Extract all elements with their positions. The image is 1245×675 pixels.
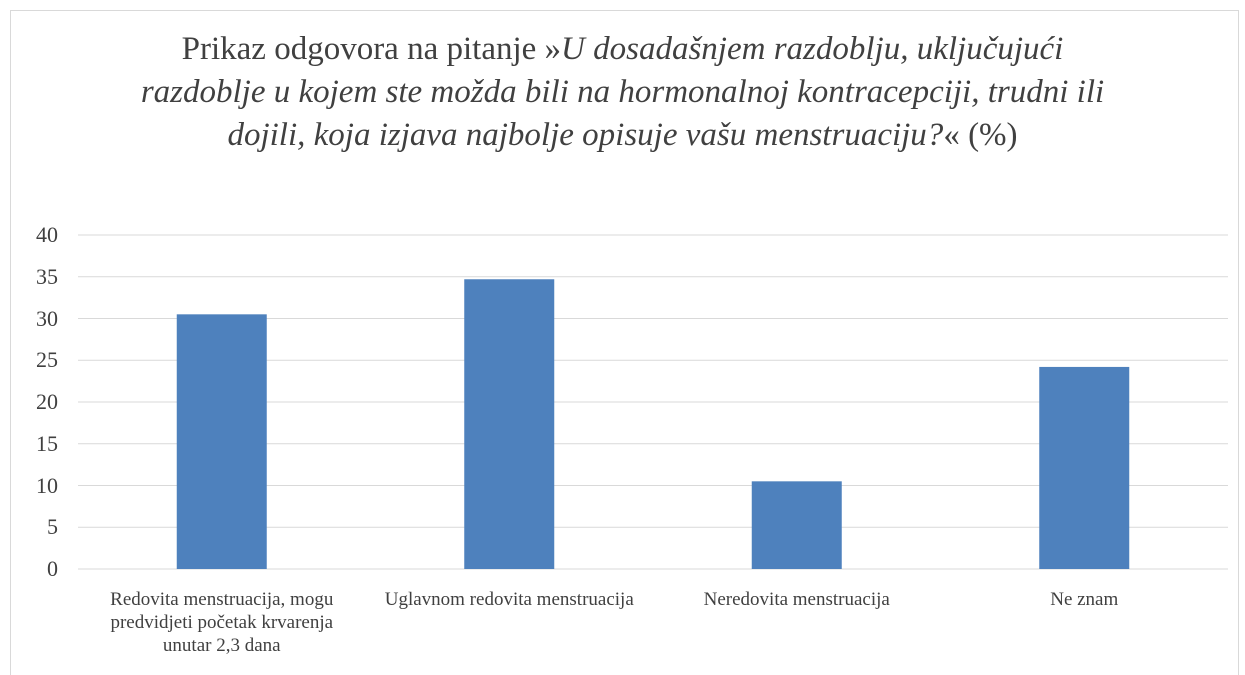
bar [464, 279, 555, 569]
y-tick-label: 40 [36, 222, 58, 247]
bar [751, 481, 842, 569]
title-part: Prikaz odgovora na pitanje » [181, 31, 562, 67]
y-tick-label: 20 [36, 389, 58, 414]
y-tick-label: 0 [47, 556, 58, 581]
y-tick-label: 25 [36, 347, 58, 373]
x-tick-label: Uglavnom redovita menstruacija [384, 589, 634, 610]
x-tick-label: Redovita menstruacija, mogu predvidjeti … [110, 589, 334, 656]
bar [1039, 366, 1130, 569]
x-tick-label: Neredovita menstruacija [703, 589, 890, 610]
y-tick-label: 30 [36, 305, 58, 331]
y-tick-label: 10 [36, 472, 58, 498]
y-tick-label: 15 [36, 430, 58, 456]
y-tick-label: 5 [47, 514, 58, 540]
bar [176, 314, 267, 569]
chart-border [10, 10, 1239, 675]
y-tick-label: 35 [36, 263, 58, 289]
title-part: « (%) [943, 117, 1018, 153]
x-tick-label: Ne znam [1050, 589, 1119, 610]
chart-title: Prikaz odgovora na pitanje »U dosadašnje… [130, 28, 1115, 157]
title-part: U dosadašnjem razdoblju, uključujući raz… [140, 31, 1105, 153]
